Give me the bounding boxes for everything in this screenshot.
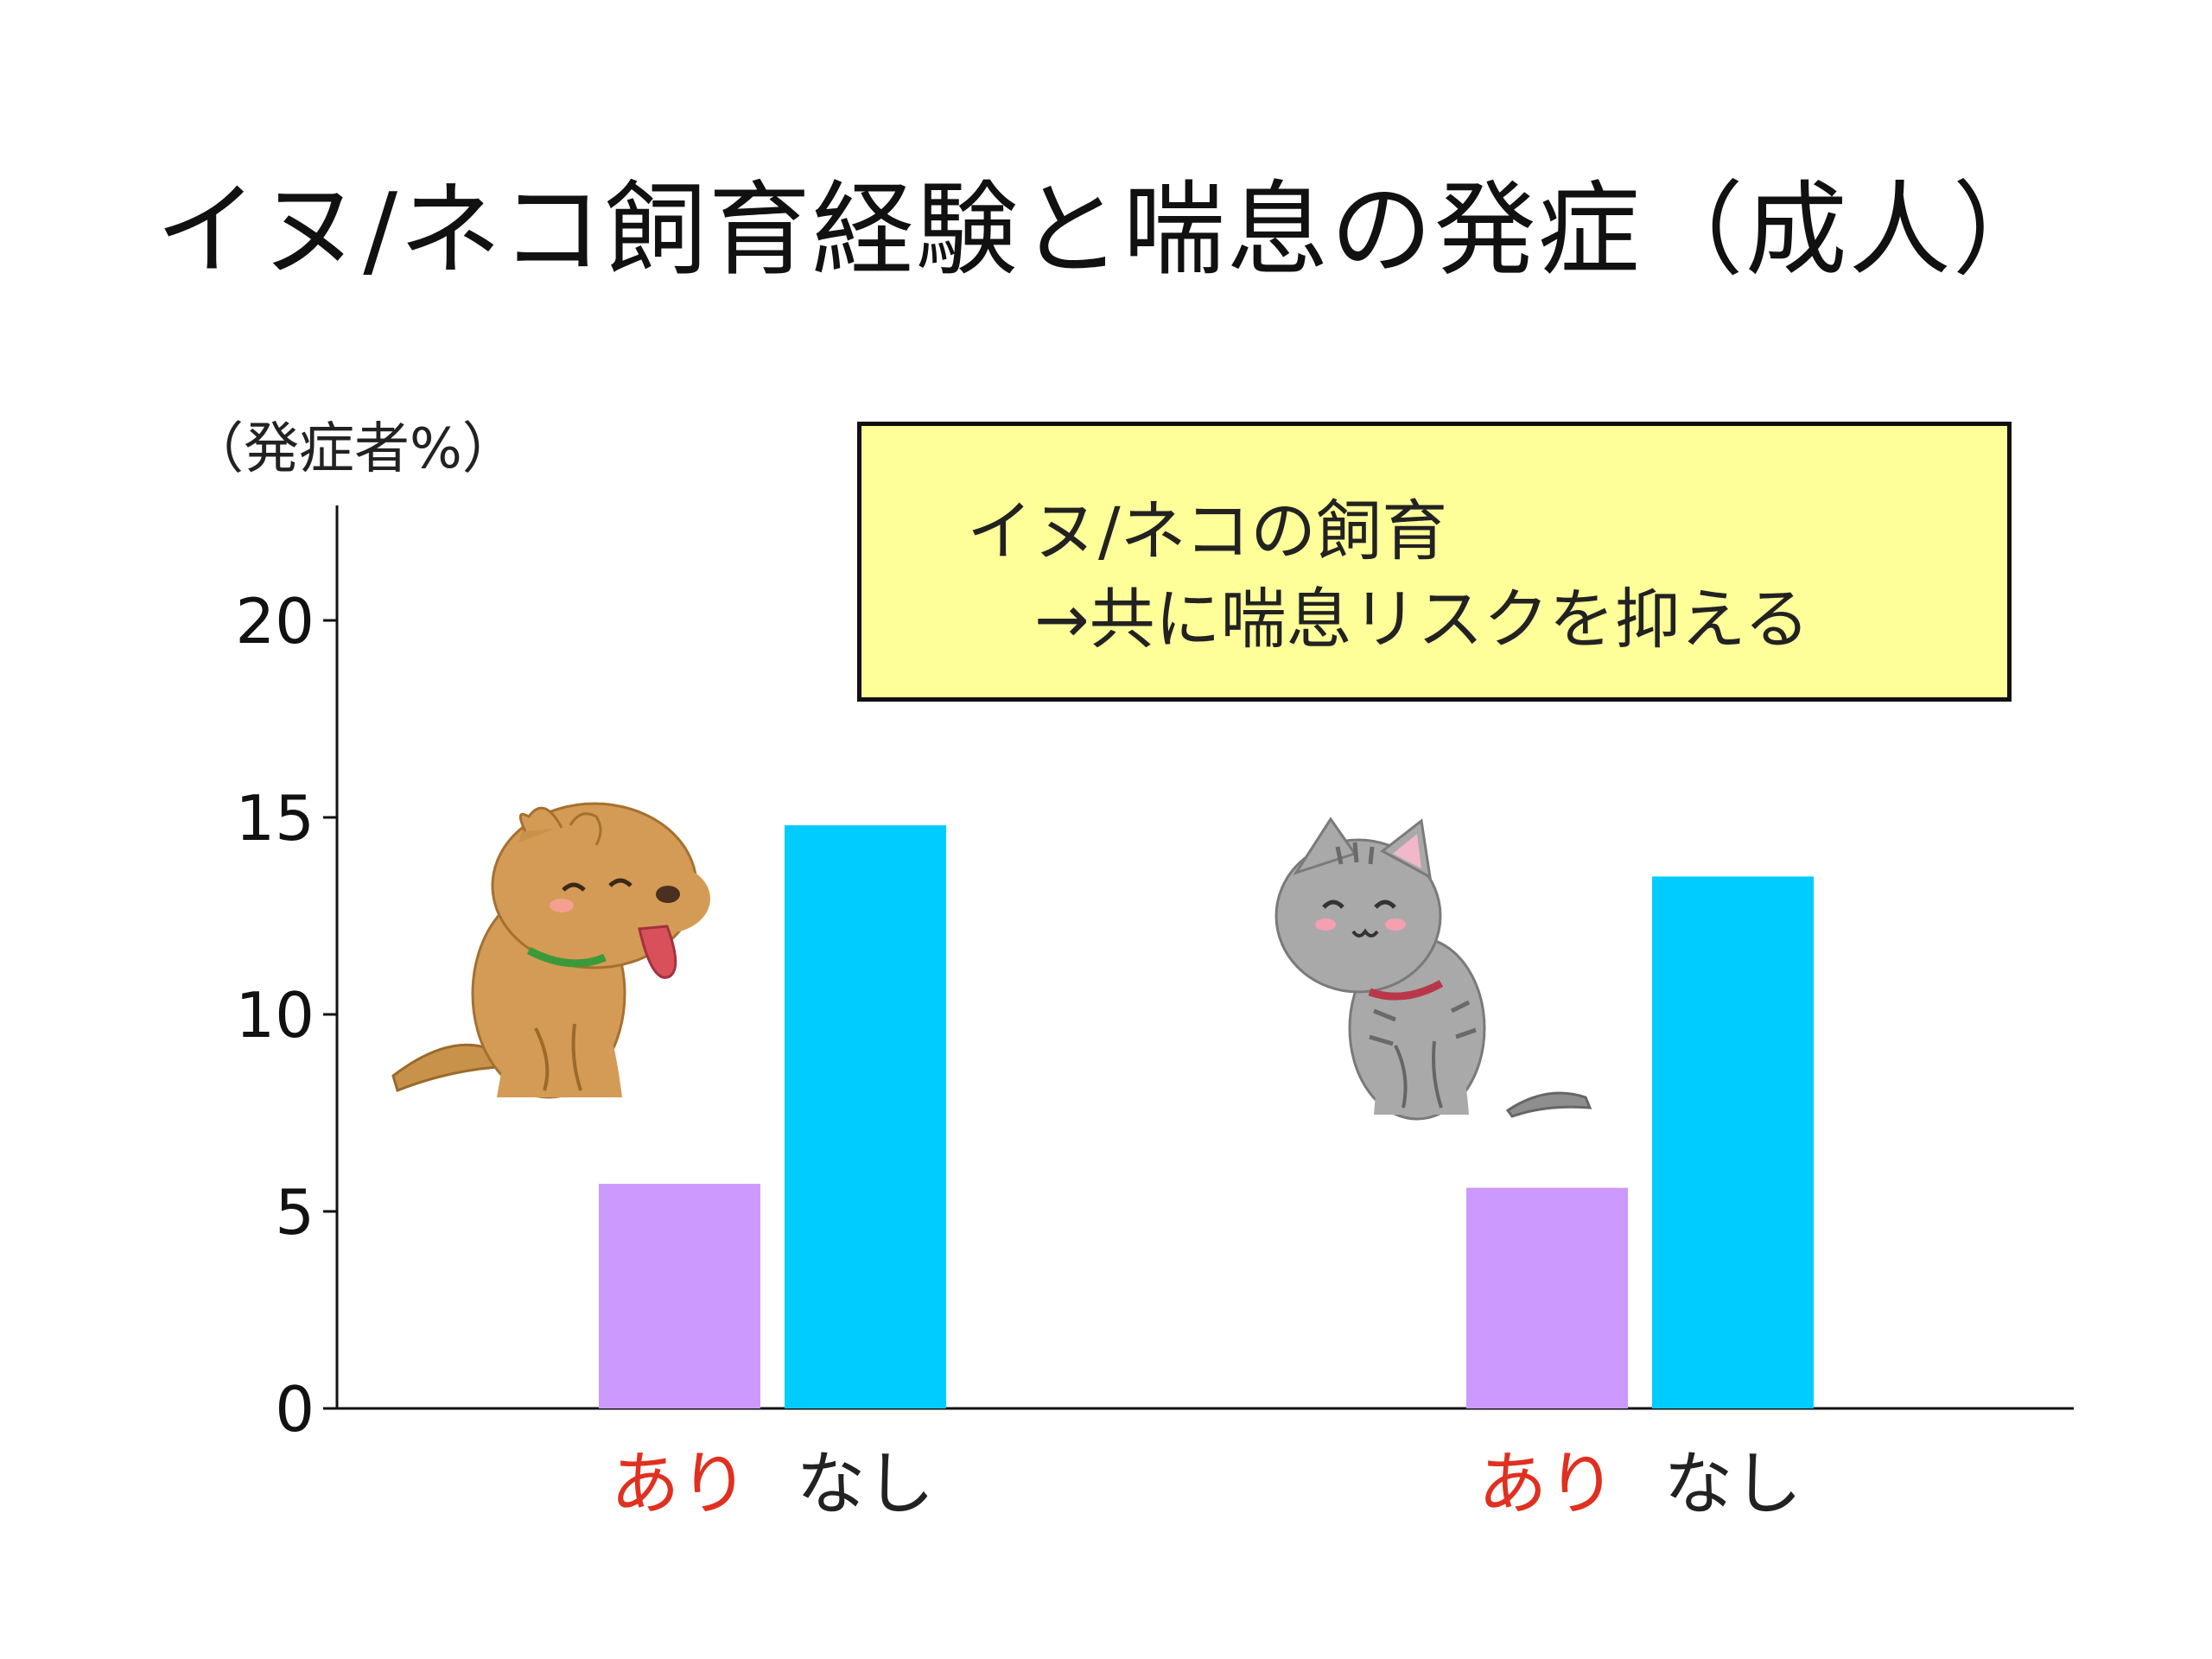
chart-bars [599, 825, 1814, 1408]
y-tick-label: 15 [235, 782, 315, 855]
cat-icon [1274, 817, 1592, 1121]
bar-dog-no [785, 825, 946, 1408]
category-label-dog-yes: あり [611, 1444, 749, 1524]
category-label-dog-no: なし [797, 1444, 935, 1524]
bar-cat-yes [1466, 1187, 1628, 1408]
y-tick-label: 5 [275, 1176, 315, 1249]
bar-cat-no [1652, 876, 1814, 1408]
bar-dog-yes [599, 1184, 760, 1408]
y-tick-label: 10 [235, 979, 315, 1052]
callout-line-1: イヌ/ネコの飼育 [967, 493, 1448, 569]
category-label-cat-no: なし [1664, 1444, 1802, 1524]
chart-labels: あり なし あり なし [611, 1444, 1802, 1524]
y-tick-label: 20 [235, 585, 315, 658]
callout-line-2: →共に喘息リスクを抑える [1034, 581, 1810, 658]
category-label-cat-yes: あり [1478, 1444, 1617, 1524]
y-tick-label: 0 [275, 1373, 315, 1446]
dog-icon [391, 802, 710, 1099]
page-title: イヌ/ネコ飼育経験と喘息の発症（成人） [156, 170, 2056, 289]
callout-box: イヌ/ネコの飼育 →共に喘息リスクを抑える [857, 422, 2012, 702]
y-axis-label: （発症者%） [188, 417, 518, 481]
